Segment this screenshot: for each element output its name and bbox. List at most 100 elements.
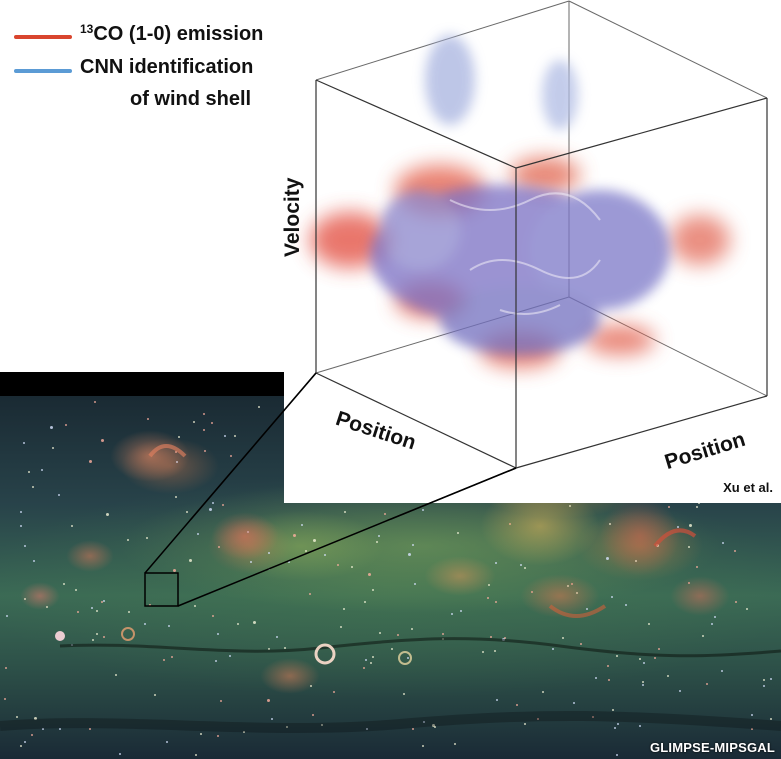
star xyxy=(6,615,8,617)
star xyxy=(422,745,424,747)
star xyxy=(677,526,679,528)
star xyxy=(220,700,222,702)
star xyxy=(580,643,582,645)
star xyxy=(592,716,594,718)
emission-region xyxy=(670,576,730,616)
star xyxy=(658,648,660,650)
star xyxy=(28,471,30,473)
legend-shell-label-line2: of wind shell xyxy=(130,88,252,110)
star xyxy=(4,698,6,700)
emission-region xyxy=(20,582,60,610)
star xyxy=(454,743,456,745)
star xyxy=(412,728,414,730)
star xyxy=(711,623,713,625)
star xyxy=(698,502,700,504)
star xyxy=(397,634,399,636)
star xyxy=(407,657,409,659)
star xyxy=(751,714,753,716)
star xyxy=(573,702,575,704)
star xyxy=(42,728,44,730)
star xyxy=(23,442,25,444)
star xyxy=(253,621,256,624)
star xyxy=(537,718,539,720)
star xyxy=(770,678,772,680)
star xyxy=(20,511,22,513)
star xyxy=(101,601,103,603)
star xyxy=(16,716,18,718)
star xyxy=(606,557,609,560)
star xyxy=(524,567,526,569)
zoom-lines xyxy=(189,372,517,520)
star xyxy=(200,733,202,735)
star xyxy=(562,637,564,639)
star xyxy=(144,623,146,625)
survey-dust-lane xyxy=(0,444,781,733)
star xyxy=(524,723,526,725)
legend-swatch-co xyxy=(14,35,72,39)
star xyxy=(552,648,554,650)
star xyxy=(65,424,67,426)
star xyxy=(229,655,231,657)
star xyxy=(504,637,506,639)
star xyxy=(520,564,522,566)
star xyxy=(168,625,170,627)
star xyxy=(217,633,219,635)
star xyxy=(284,647,286,649)
cube-front-edges xyxy=(315,79,768,469)
star xyxy=(333,691,335,693)
star xyxy=(366,728,368,730)
star xyxy=(391,648,393,650)
star xyxy=(372,656,374,658)
star xyxy=(171,656,173,658)
star xyxy=(635,560,637,562)
star xyxy=(103,600,105,602)
star xyxy=(24,545,26,547)
star xyxy=(490,636,492,638)
star xyxy=(89,728,91,730)
star xyxy=(542,691,544,693)
star xyxy=(128,611,130,613)
star xyxy=(643,662,645,664)
star xyxy=(679,690,681,692)
star xyxy=(20,525,22,527)
star xyxy=(59,728,61,730)
star xyxy=(127,539,129,541)
legend-co-label: CO (1-0) emission xyxy=(93,23,264,45)
star xyxy=(103,636,105,638)
star xyxy=(721,670,723,672)
star xyxy=(94,401,96,403)
star xyxy=(608,679,610,681)
star xyxy=(91,607,93,609)
star xyxy=(276,636,278,638)
star xyxy=(63,583,65,585)
star xyxy=(89,460,92,463)
star xyxy=(154,694,156,696)
emission-region xyxy=(260,658,320,694)
star xyxy=(689,524,692,527)
star xyxy=(212,615,214,617)
star xyxy=(617,723,619,725)
star xyxy=(642,681,644,683)
star xyxy=(96,610,98,612)
star xyxy=(20,745,22,747)
star xyxy=(370,662,372,664)
legend-item-shell: CNN identification of wind shell xyxy=(14,54,324,124)
star xyxy=(71,525,73,527)
star xyxy=(237,623,239,625)
star xyxy=(363,667,365,669)
star xyxy=(101,439,104,442)
star xyxy=(267,699,270,702)
star xyxy=(494,650,496,652)
star xyxy=(24,741,26,743)
wind-shell-volume xyxy=(370,35,670,355)
star xyxy=(734,550,736,552)
star xyxy=(612,709,614,711)
star xyxy=(434,726,436,728)
star xyxy=(32,486,34,488)
star xyxy=(379,632,381,634)
star xyxy=(654,657,656,659)
star xyxy=(639,725,641,727)
star xyxy=(166,741,168,743)
star xyxy=(460,610,462,612)
star xyxy=(271,718,273,720)
